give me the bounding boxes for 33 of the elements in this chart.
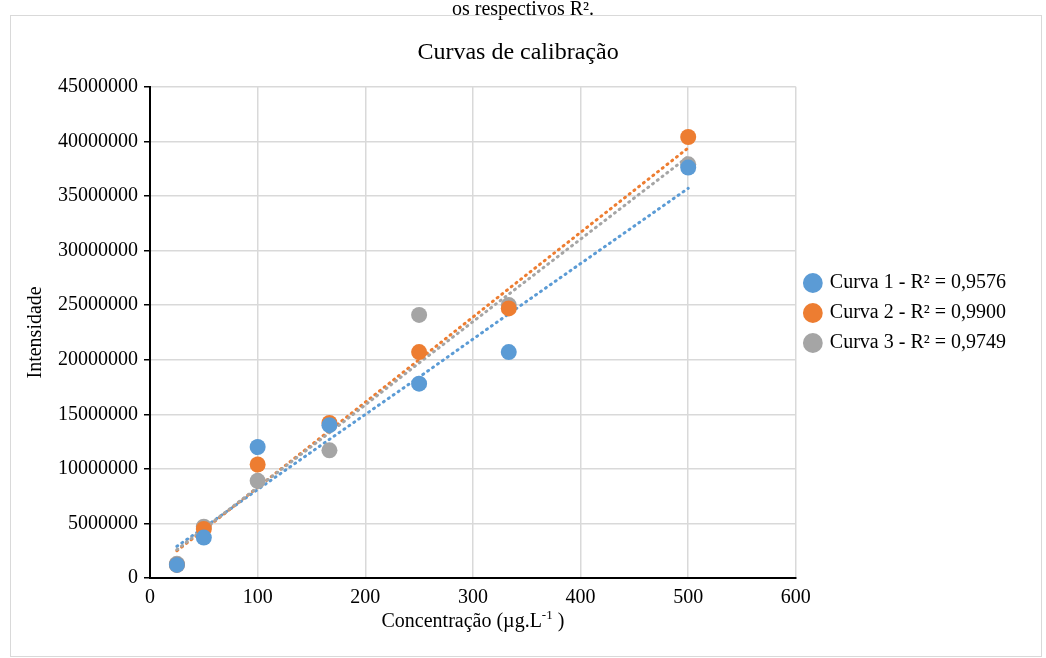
y-tick-label: 40000000: [58, 128, 138, 151]
y-tick-label: 20000000: [58, 346, 138, 369]
point: [249, 472, 266, 489]
y-axis-title: Intensidade: [23, 286, 46, 379]
y-tick-label: 0: [128, 565, 138, 588]
y-tick-label: 25000000: [58, 292, 138, 315]
legend-label: Curva 1 - R² = 0,9576: [829, 270, 1006, 293]
x-tick-label: 400: [565, 585, 596, 608]
y-tick-label: 30000000: [58, 237, 138, 260]
point: [680, 129, 697, 146]
point: [411, 306, 428, 323]
y-tick-label: 5000000: [68, 510, 138, 533]
legend-label: Curva 3 - R² = 0,9749: [829, 330, 1006, 353]
chart-title: Curvas de calibração: [417, 37, 619, 64]
x-tick-label: 100: [242, 585, 273, 608]
x-tick-label: 600: [780, 585, 811, 608]
point: [195, 529, 212, 546]
point: [500, 344, 517, 361]
legend-label: Curva 2 - R² = 0,9900: [829, 300, 1006, 323]
point: [249, 439, 266, 456]
point: [411, 375, 428, 392]
x-tick-label: 300: [457, 585, 488, 608]
x-tick-label: 500: [673, 585, 704, 608]
point: [249, 456, 266, 473]
point: [411, 344, 428, 361]
y-tick-label: 10000000: [58, 456, 138, 479]
y-tick-label: 35000000: [58, 183, 138, 206]
x-tick-label: 0: [145, 585, 155, 608]
y-tick-label: 15000000: [58, 401, 138, 424]
y-tick-label: 45000000: [58, 74, 138, 97]
point: [321, 442, 338, 459]
text: os respectivos R².: [450, 0, 596, 20]
x-tick-label: 200: [350, 585, 381, 608]
